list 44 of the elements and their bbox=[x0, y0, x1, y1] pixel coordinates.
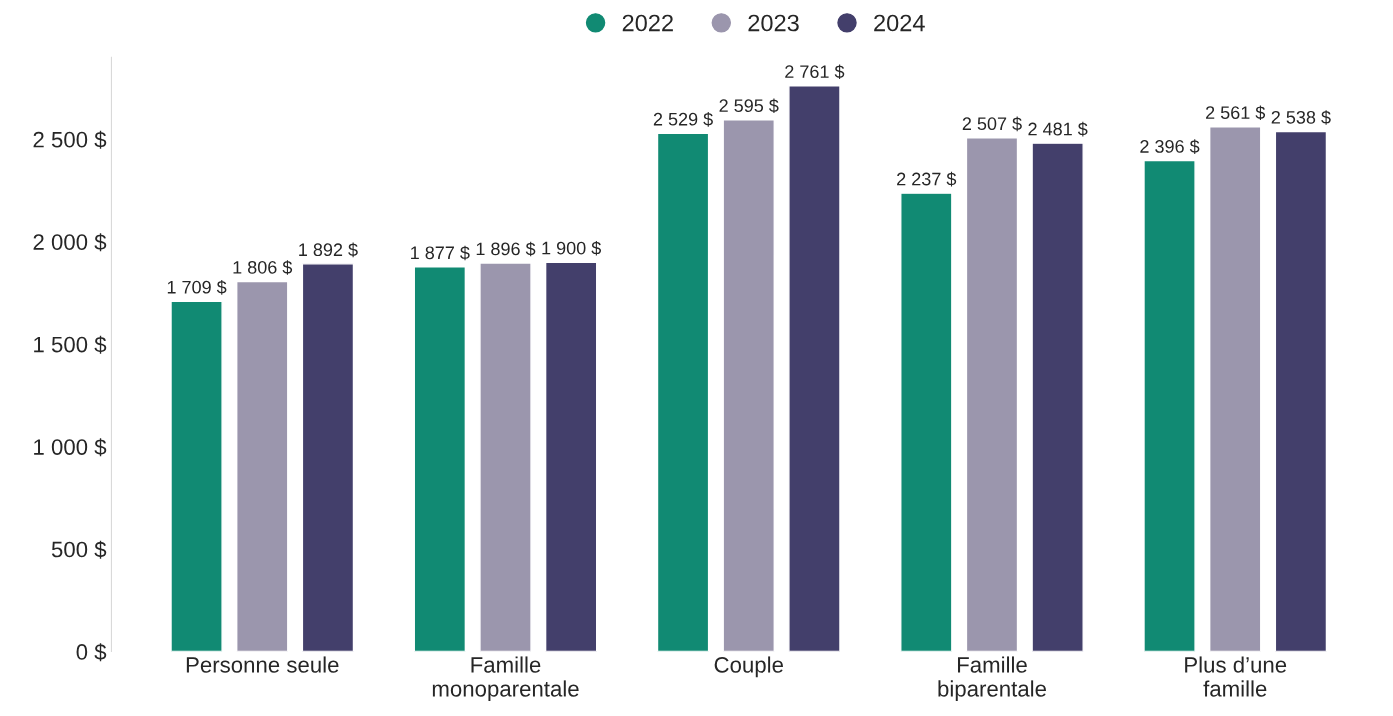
data-label: 2 237 $ bbox=[897, 171, 957, 187]
bar bbox=[301, 263, 355, 652]
data-label: 2 396 $ bbox=[1140, 139, 1200, 154]
bar bbox=[544, 261, 598, 652]
x-tick-label: Couple bbox=[714, 656, 783, 678]
bar bbox=[900, 192, 953, 652]
data-label: 2 538 $ bbox=[1271, 110, 1331, 125]
legend-label: 2023 bbox=[748, 14, 799, 32]
bar bbox=[236, 280, 289, 652]
bar bbox=[1031, 142, 1084, 652]
data-label: 1 709 $ bbox=[167, 280, 227, 295]
legend-label: 2022 bbox=[622, 14, 673, 32]
data-label: 2 561 $ bbox=[1206, 105, 1266, 121]
data-label: 2 529 $ bbox=[653, 112, 713, 127]
y-tick-label: 2 500 $ bbox=[33, 130, 107, 149]
bar bbox=[788, 85, 841, 652]
x-tick-label: Famille monoparentale bbox=[432, 656, 579, 702]
bar bbox=[1208, 126, 1262, 652]
bar bbox=[413, 266, 467, 652]
x-tick-label: Famille biparentale bbox=[938, 656, 1046, 702]
bar bbox=[479, 262, 532, 652]
data-label: 2 507 $ bbox=[962, 116, 1022, 132]
x-tick-label: Personne seule bbox=[186, 656, 339, 673]
y-tick-label: 1 000 $ bbox=[34, 438, 107, 457]
y-tick-label: 1 500 $ bbox=[34, 335, 107, 354]
y-tick-label: 0 $ bbox=[76, 643, 107, 662]
x-tick-label: Plus d’une famille bbox=[1185, 656, 1287, 697]
bar bbox=[1274, 130, 1328, 652]
data-label: 1 900 $ bbox=[542, 240, 601, 256]
data-label: 2 481 $ bbox=[1028, 121, 1088, 137]
bar bbox=[170, 300, 223, 652]
data-label: 2 761 $ bbox=[785, 64, 845, 80]
data-label: 1 892 $ bbox=[299, 242, 358, 258]
bar bbox=[1143, 159, 1196, 652]
bar bbox=[722, 119, 775, 652]
data-label: 1 806 $ bbox=[233, 260, 293, 275]
y-tick-label: 2 000 $ bbox=[33, 233, 107, 252]
y-tick-label: 500 $ bbox=[51, 540, 107, 559]
data-label: 1 877 $ bbox=[411, 245, 470, 261]
data-label: 1 896 $ bbox=[476, 241, 536, 257]
data-label: 2 595 $ bbox=[719, 98, 779, 114]
bar bbox=[965, 137, 1019, 652]
bar bbox=[656, 132, 710, 652]
legend-label: 2024 bbox=[874, 14, 925, 32]
